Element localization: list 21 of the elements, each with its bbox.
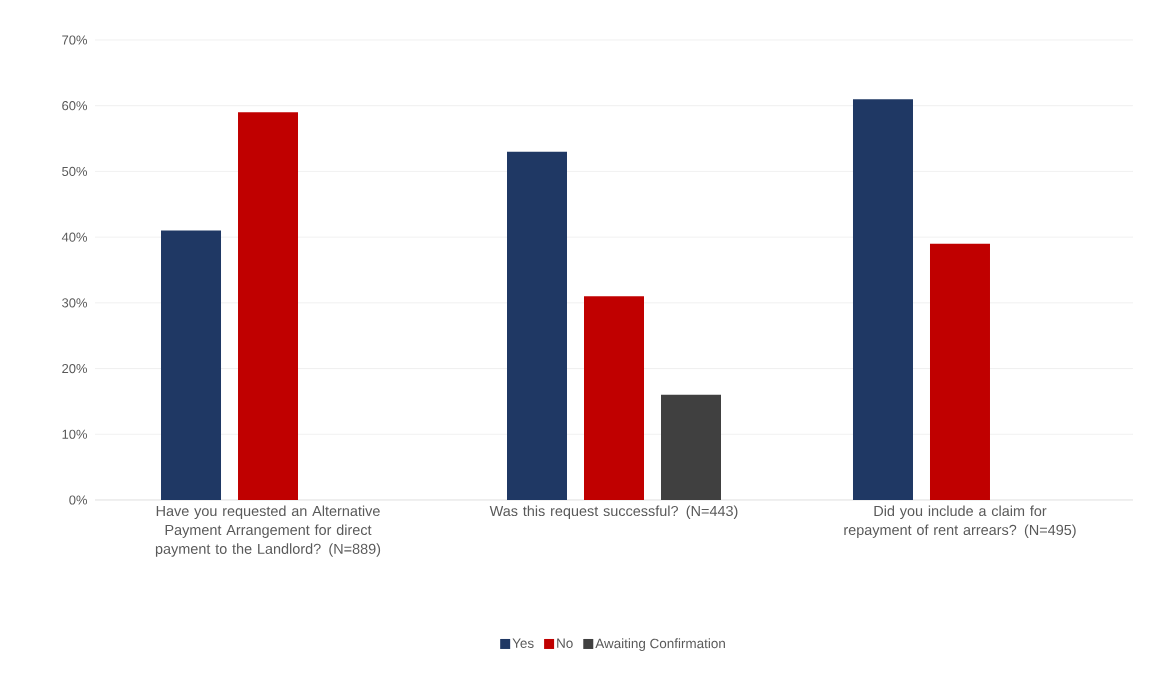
y-tick-label: 50% <box>62 166 88 176</box>
bar <box>507 151 567 500</box>
legend-label: Awaiting Confirmation <box>595 638 725 651</box>
bar <box>661 394 721 500</box>
bar <box>238 112 299 500</box>
y-tick-label: 0% <box>69 495 88 505</box>
y-tick-label: 10% <box>62 429 88 439</box>
legend-label: Yes <box>512 638 534 648</box>
bar <box>584 296 644 500</box>
y-tick-label: 40% <box>61 232 88 242</box>
bar <box>929 243 990 500</box>
bar <box>852 99 913 500</box>
bar <box>161 230 222 500</box>
y-tick-label: 20% <box>62 363 88 374</box>
y-tick-label: 70% <box>62 35 88 45</box>
x-tick-label: Was this request successful? (N=443) <box>489 505 738 519</box>
x-tick-label: Did you include a claim for repayment of rent arrears? (N=495) <box>844 505 1076 538</box>
x-tick-label: Have you requested an Alternative Payment Arrangement for direct payment to the Landlord? (N=889) <box>155 505 381 557</box>
y-tick-label: 60% <box>62 101 88 111</box>
y-tick-label: 30% <box>62 298 88 308</box>
legend-label: No <box>557 638 573 648</box>
